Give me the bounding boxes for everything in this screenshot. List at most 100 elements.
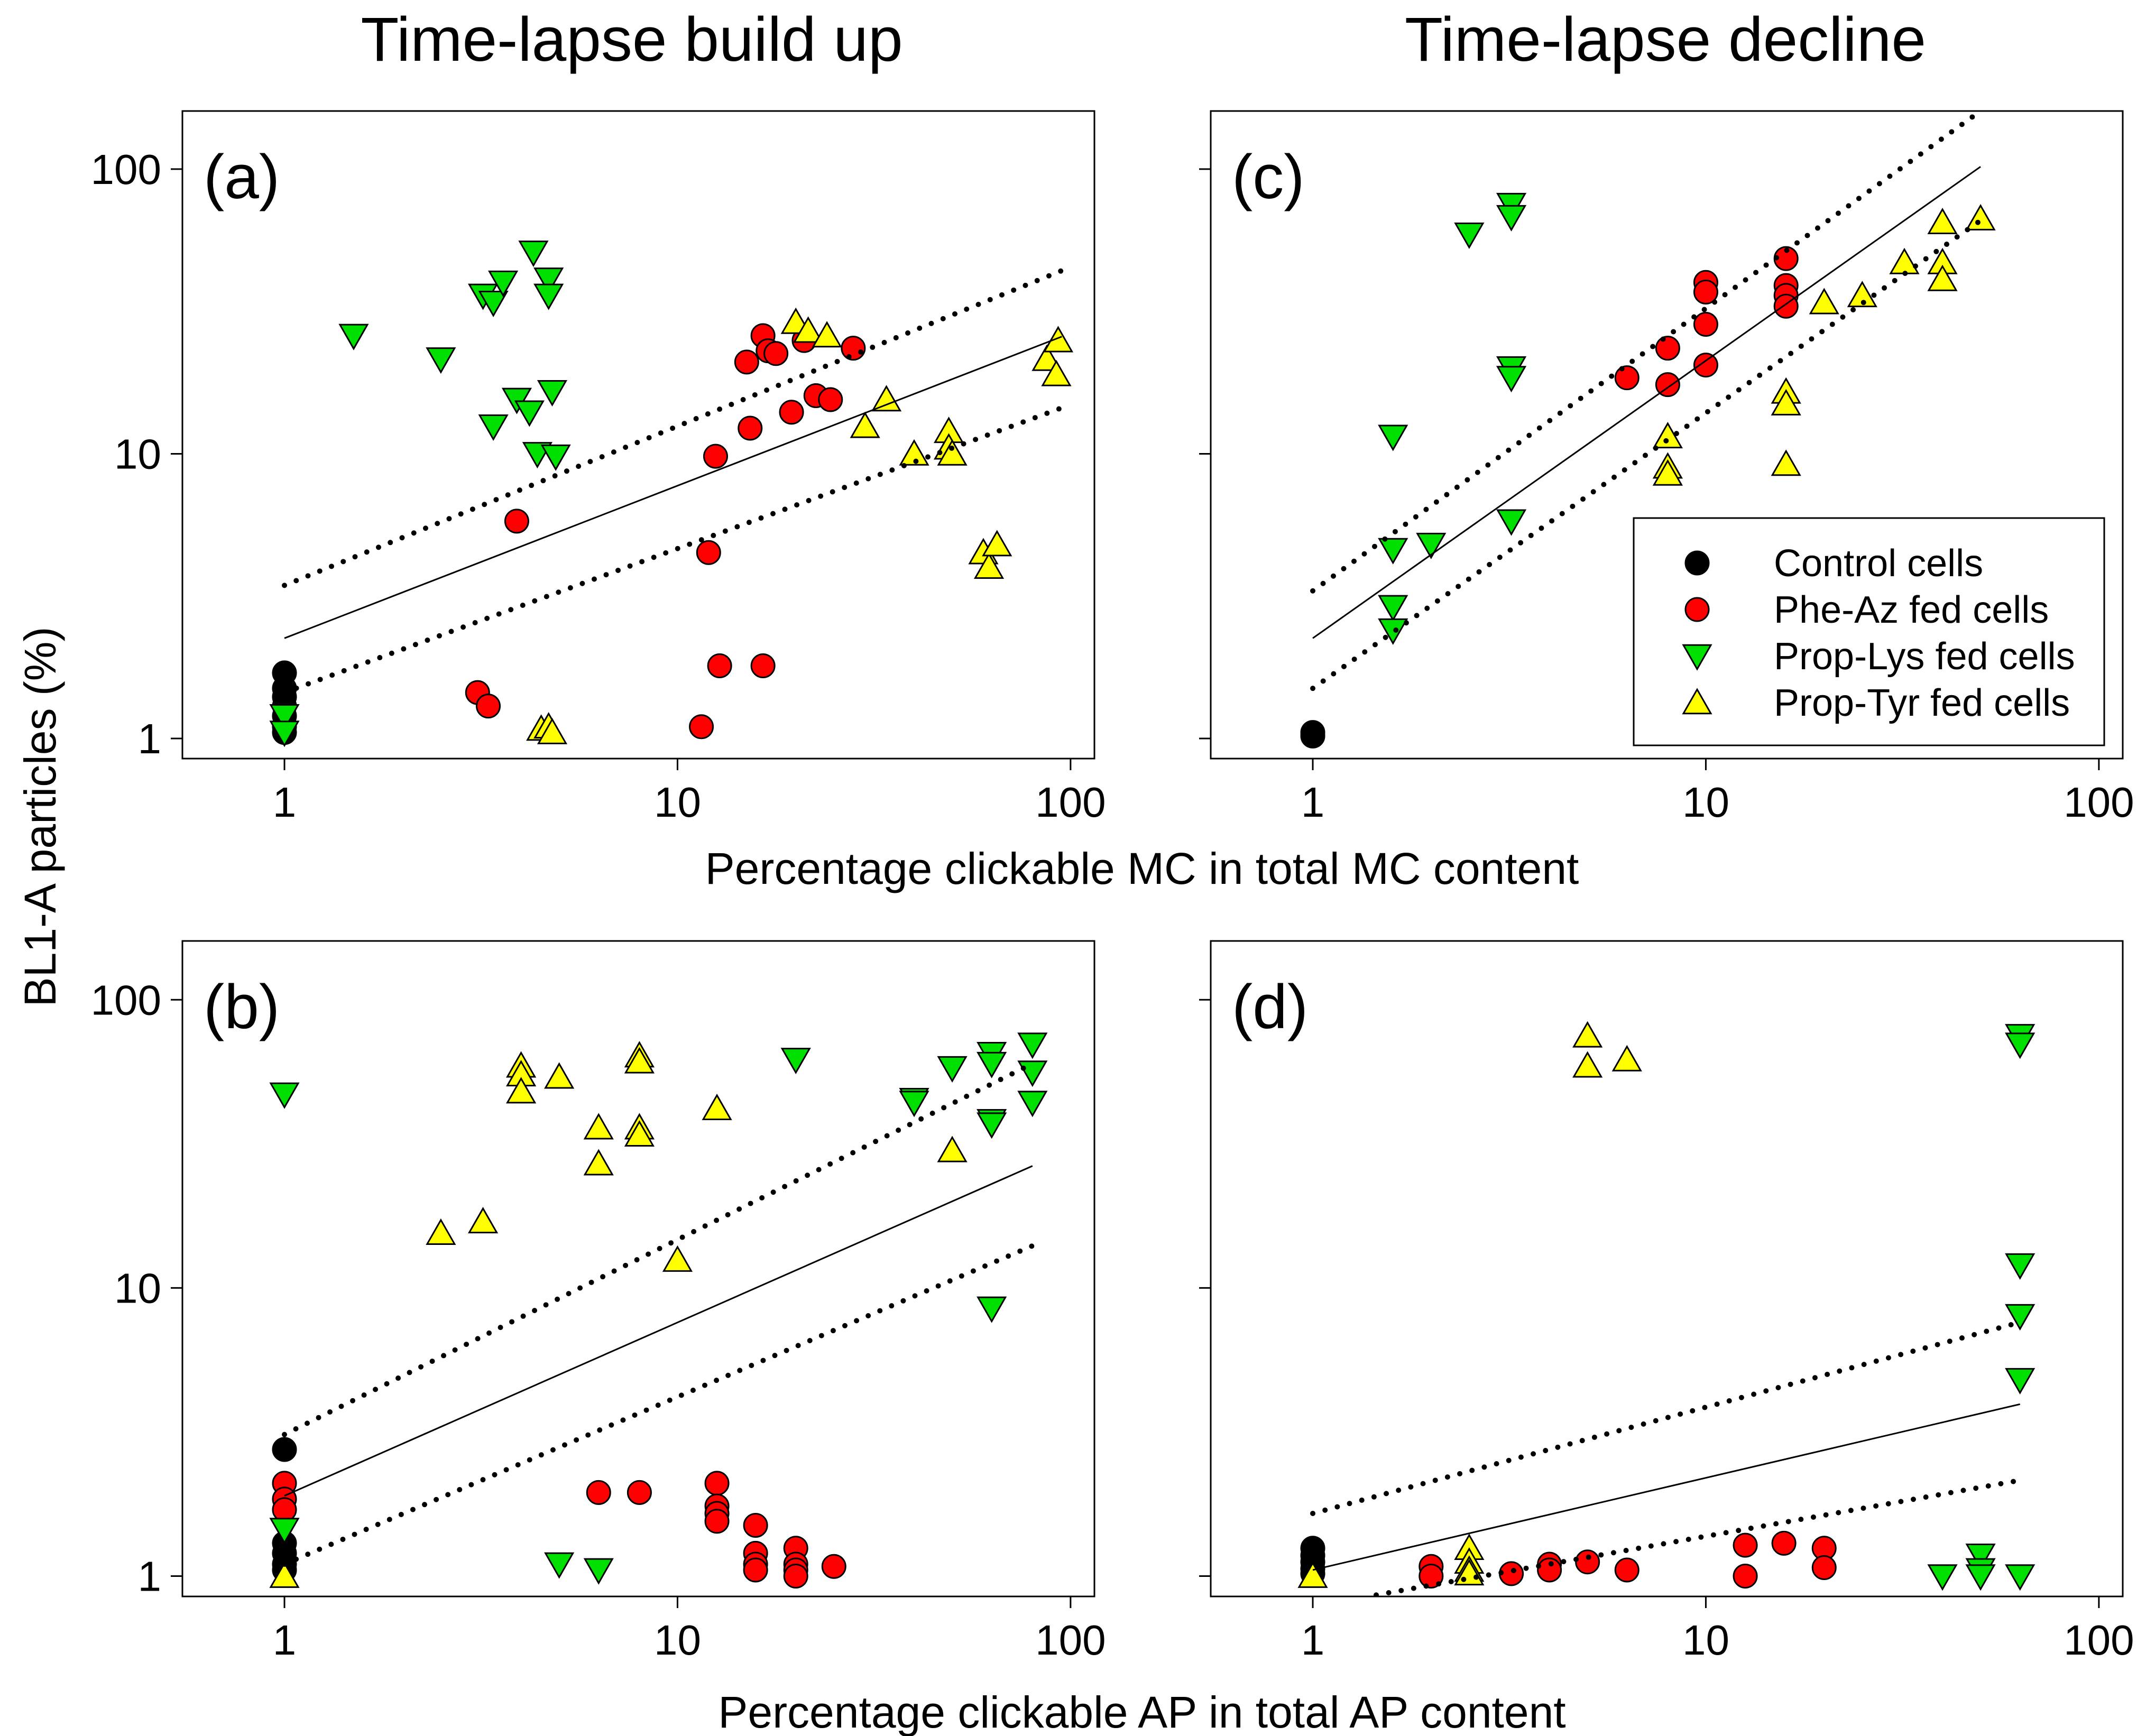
- y-tick-label: 1: [138, 715, 162, 762]
- proplys-point: [1416, 532, 1447, 559]
- pheaz-point: [1811, 1555, 1837, 1581]
- proplys-point: [1017, 1032, 1048, 1059]
- pheaz-point: [1537, 1557, 1562, 1583]
- x-axis-label-mc: Percentage clickable MC in total MC cont…: [705, 844, 1579, 893]
- proplys-point: [1965, 1544, 1996, 1571]
- proptyr-point: [1771, 449, 1801, 476]
- markers: [269, 241, 1074, 747]
- proplys-point: [540, 444, 571, 471]
- pheaz-point: [1733, 1532, 1758, 1558]
- proplys-point: [478, 414, 509, 441]
- regression-line: [284, 336, 1062, 639]
- x-tick-label: 10: [654, 779, 701, 826]
- proplys-point: [1378, 595, 1408, 622]
- proplys-point: [2005, 1253, 2036, 1280]
- pheaz-point: [1614, 365, 1640, 391]
- proplys-point: [269, 704, 300, 731]
- proptyr-point: [937, 1135, 968, 1162]
- legend-marker-pheaz: [1684, 597, 1710, 622]
- y-axis-label: BL1-A particles (%): [15, 627, 65, 1007]
- proptyr-point: [269, 1561, 300, 1588]
- regression-line: [284, 1165, 1033, 1497]
- proplys-point: [2005, 1304, 2036, 1331]
- pheaz-point: [707, 653, 732, 679]
- confidence-upper-line: [282, 267, 1065, 588]
- pheaz-point: [696, 540, 721, 565]
- panel-label: (a): [204, 142, 280, 212]
- proplys-point: [1378, 618, 1408, 645]
- pheaz-point: [783, 1564, 808, 1589]
- x-tick-label: 10: [654, 1617, 701, 1664]
- y-tick-label: 1: [138, 1553, 162, 1600]
- pheaz-point: [818, 387, 843, 412]
- proplys-point: [533, 267, 564, 294]
- pheaz-point: [704, 1509, 730, 1534]
- proptyr-point: [850, 411, 880, 438]
- proplys-point: [269, 1082, 300, 1109]
- proplys-point: [1378, 424, 1408, 451]
- pheaz-point: [738, 415, 763, 441]
- proptyr-point: [1889, 247, 1920, 274]
- proplys-point: [899, 1091, 929, 1118]
- proplys-point: [1017, 1091, 1048, 1118]
- proplys-point: [269, 721, 300, 747]
- proptyr-point: [426, 1218, 456, 1245]
- control-point: [272, 1437, 297, 1462]
- pheaz-point: [1614, 1557, 1640, 1583]
- y-tick-label: 100: [91, 146, 161, 193]
- proptyr-point: [1572, 1021, 1603, 1048]
- pheaz-point: [1575, 1549, 1600, 1575]
- proplys-point: [977, 1051, 1007, 1078]
- pheaz-point: [1693, 312, 1718, 337]
- proptyr-point: [1041, 359, 1072, 386]
- x-tick-label: 1: [273, 779, 297, 826]
- proplys-point: [338, 324, 369, 350]
- proptyr-point: [871, 385, 902, 412]
- y-tick-label: 10: [114, 430, 161, 477]
- proplys-point: [544, 1552, 575, 1579]
- proplys-point: [583, 1558, 614, 1585]
- proptyr-point: [506, 1077, 537, 1104]
- pheaz-point: [689, 714, 714, 740]
- confidence-upper-line: [1310, 111, 1984, 594]
- proptyr-point: [544, 1062, 575, 1089]
- proptyr-point: [1297, 1561, 1328, 1588]
- confidence-upper-line: [282, 1061, 1035, 1437]
- legend-box: [1633, 517, 2105, 746]
- pheaz-point: [734, 349, 759, 375]
- proplys-point: [488, 270, 519, 297]
- proptyr-point: [1611, 1045, 1642, 1072]
- pheaz-point: [586, 1480, 611, 1505]
- y-tick-label: 10: [114, 1264, 161, 1312]
- proplys-point: [269, 1518, 300, 1545]
- proplys-point: [1927, 1564, 1958, 1591]
- proplys-point: [537, 380, 568, 407]
- proplys-point: [1017, 1060, 1048, 1087]
- proptyr-point: [793, 316, 824, 343]
- proplys-point: [1378, 538, 1408, 565]
- pheaz-point: [1771, 1530, 1797, 1556]
- pheaz-point: [763, 341, 789, 366]
- proplys-point: [2005, 1564, 2036, 1591]
- proptyr-point: [899, 439, 929, 466]
- regression-line: [1312, 1403, 2021, 1571]
- pheaz-point: [779, 400, 804, 425]
- proptyr-point: [982, 530, 1012, 557]
- proptyr-point: [537, 717, 568, 744]
- legend-label-proptyr: Prop-Tyr fed cells: [1774, 682, 2070, 724]
- panel-label: (d): [1232, 972, 1308, 1042]
- proptyr-point: [624, 1120, 655, 1147]
- panel-c: 1 10 100 (c): [1199, 110, 2134, 826]
- panel-b: 1 10 100 1 10 100 (b): [91, 940, 1106, 1664]
- proplys-point: [1454, 223, 1485, 250]
- proptyr-point: [812, 321, 842, 348]
- pheaz-point: [1655, 336, 1680, 361]
- proptyr-point: [1652, 459, 1683, 486]
- proplys-point: [533, 283, 564, 310]
- pheaz-point: [627, 1480, 652, 1505]
- x-tick-label: 100: [1035, 779, 1106, 826]
- pheaz-point: [743, 1557, 768, 1583]
- proptyr-point: [662, 1245, 693, 1272]
